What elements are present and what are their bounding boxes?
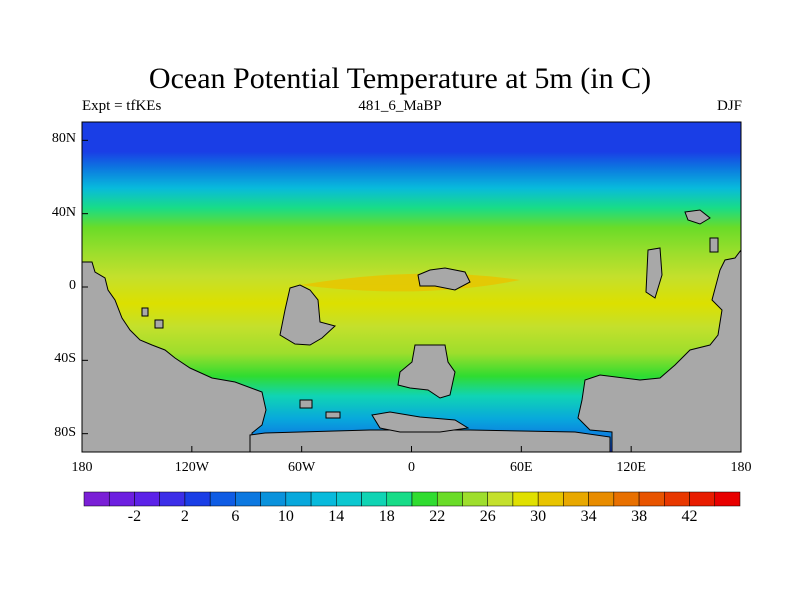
land-island-9	[645, 247, 663, 299]
x-tick-label: 120W	[174, 460, 209, 475]
land-island-8	[141, 307, 149, 317]
x-tick-label: 60W	[288, 460, 316, 475]
colorbar-swatch	[159, 491, 186, 507]
land-island-6	[325, 411, 341, 419]
colorbar-swatch	[336, 491, 362, 507]
colorbar-swatch	[411, 491, 438, 507]
x-tick-label: 180	[71, 460, 93, 475]
colorbar-swatch	[361, 491, 388, 507]
map-title: Ocean Potential Temperature at 5m (in C)	[148, 62, 652, 95]
colorbar-swatch	[209, 491, 236, 507]
land-island-3	[397, 344, 456, 399]
land-island-7	[154, 319, 164, 329]
colorbar-tick-label: 34	[580, 508, 597, 525]
y-tick-label: 40S	[54, 351, 76, 367]
x-tick-label: 0	[408, 460, 415, 475]
colorbar-tick-label: 30	[530, 508, 547, 525]
colorbar-tick-label: -2	[127, 508, 142, 525]
colorbar-swatch	[83, 491, 110, 507]
y-tick-label: 80N	[51, 131, 76, 147]
colorbar-swatch	[487, 491, 514, 507]
colorbar-swatch	[134, 491, 160, 507]
x-tick-label: 60E	[510, 460, 533, 475]
y-tick-label: 80S	[54, 424, 76, 440]
colorbar-tick-label: 38	[631, 508, 648, 525]
colorbar-swatch	[563, 491, 589, 507]
land-island-5	[299, 399, 313, 409]
colorbar-swatch	[537, 491, 564, 507]
land-east-continent	[577, 249, 741, 452]
land-antarctica	[249, 429, 611, 452]
x-tick-label: 180	[730, 460, 752, 475]
colorbar-tick-label: 6	[231, 508, 240, 525]
x-axis-ticks	[81, 446, 742, 452]
colorbar-swatch	[462, 491, 488, 507]
colorbar-swatch	[184, 491, 211, 507]
y-tick-label: 40N	[51, 204, 76, 220]
x-tick-label: 120E	[616, 460, 646, 475]
land-west-continent	[82, 261, 267, 452]
land-island-4	[371, 411, 470, 433]
y-axis-ticks	[82, 139, 88, 435]
colorbar-tick-label: 22	[429, 508, 446, 525]
colorbar-tick-label: 14	[328, 508, 345, 525]
land-island-1	[279, 284, 337, 346]
colorbar-tick-label: 10	[277, 508, 294, 525]
colorbar-swatch	[285, 491, 312, 507]
colorbar-swatch	[512, 491, 539, 507]
land-island-11	[709, 237, 719, 253]
land-island-2	[417, 267, 471, 291]
colorbar-swatch	[108, 491, 135, 507]
colorbar-tick-label: 18	[378, 508, 395, 525]
colorbar-swatch	[613, 491, 640, 507]
colorbar-swatch	[638, 491, 665, 507]
colorbar-swatch	[386, 491, 413, 507]
colorbar-swatch	[664, 491, 690, 507]
y-tick-label: 0	[69, 278, 76, 293]
colorbar-tick-label: 2	[180, 508, 189, 525]
colorbar-tick-label: 26	[479, 508, 496, 525]
colorbar-swatch	[714, 491, 741, 507]
season-label: DJF	[716, 98, 742, 114]
experiment-label: Expt = tfKEs	[82, 98, 162, 114]
colorbar-tick-label: 42	[681, 508, 698, 525]
colorbar-swatch	[588, 491, 615, 507]
colorbar	[83, 491, 741, 507]
colorbar-swatch	[436, 491, 463, 507]
land-island-10	[684, 209, 711, 225]
land-mask	[82, 209, 741, 452]
colorbar-swatch	[235, 491, 261, 507]
colorbar-swatch	[260, 491, 287, 507]
colorbar-swatch	[689, 491, 716, 507]
colorbar-swatch	[310, 491, 337, 507]
time-label: 481_6_MaBP	[358, 98, 442, 114]
